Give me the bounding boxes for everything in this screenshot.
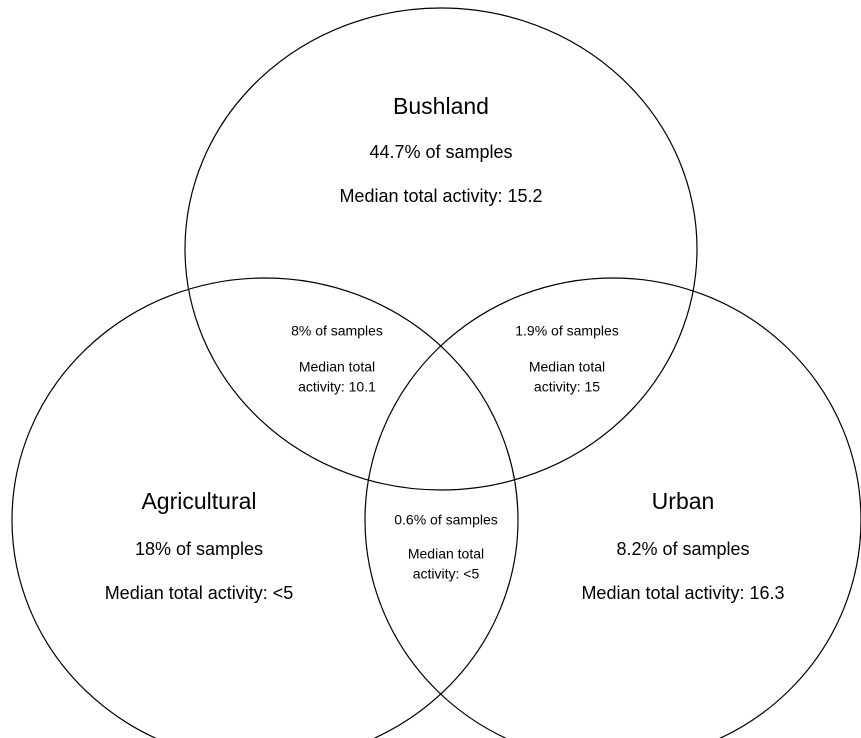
region-median: Median total activity: <5 bbox=[105, 583, 294, 603]
region-name: Urban bbox=[652, 488, 715, 514]
region-share: 18% of samples bbox=[135, 539, 263, 559]
region-name: Agricultural bbox=[141, 488, 256, 514]
overlap-median: Median total bbox=[529, 359, 605, 375]
bushland-circle bbox=[184, 7, 698, 491]
urban-circle bbox=[364, 277, 861, 738]
overlap-share: 0.6% of samples bbox=[394, 512, 498, 528]
overlap-median: Median total bbox=[299, 359, 375, 375]
overlap-share: 8% of samples bbox=[291, 323, 383, 339]
overlap-share: 1.9% of samples bbox=[515, 323, 619, 339]
overlap-median: activity: 10.1 bbox=[298, 379, 376, 395]
region-median: Median total activity: 15.2 bbox=[339, 186, 542, 206]
overlap-median: activity: <5 bbox=[413, 566, 480, 582]
region-median: Median total activity: 16.3 bbox=[581, 583, 784, 603]
overlap-median: activity: 15 bbox=[534, 379, 600, 395]
region-name: Bushland bbox=[393, 93, 489, 119]
agricultural-circle bbox=[11, 277, 519, 738]
region-share: 44.7% of samples bbox=[369, 142, 512, 162]
overlap-median: Median total bbox=[408, 546, 484, 562]
region-share: 8.2% of samples bbox=[616, 539, 749, 559]
